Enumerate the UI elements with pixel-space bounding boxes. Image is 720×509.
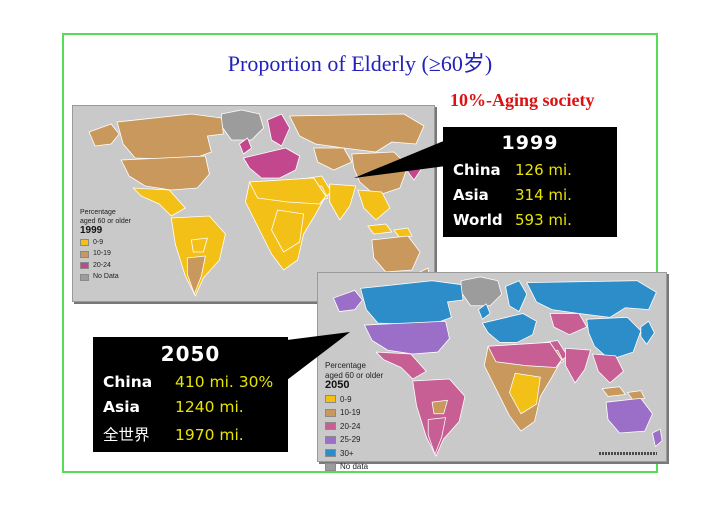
legend-label: 10-19	[340, 408, 361, 417]
region-se-asia	[592, 353, 624, 384]
legend-item: 10-19	[325, 408, 383, 418]
legend-label: 0-9	[340, 394, 352, 404]
callout-row-value: 1970 mi.	[175, 426, 244, 444]
legend-year: 1999	[80, 225, 103, 236]
callout-row: Asia 1240 mi.	[93, 398, 288, 416]
legend-label: 30+	[340, 448, 354, 458]
region-alaska	[88, 123, 120, 147]
callout-row: World 593 mi.	[443, 211, 617, 229]
callout-title: 1999	[501, 132, 559, 154]
region-greenland	[220, 109, 265, 141]
legend-swatch	[325, 435, 336, 444]
callout-row-label: World	[453, 211, 503, 229]
region-canada	[360, 280, 464, 326]
map-credit-text	[599, 452, 657, 455]
callout-pointer-2050	[287, 332, 350, 380]
legend-item: 25-29	[325, 435, 383, 445]
legend-swatch	[325, 462, 336, 471]
legend-label: No data	[340, 462, 369, 471]
callout-row: China 126 mi.	[443, 161, 617, 179]
legend-swatch	[80, 250, 89, 258]
region-mexico	[132, 187, 186, 217]
legend-label: 20-24	[340, 421, 361, 431]
legend-heading: Percentage	[80, 209, 116, 216]
legend-item: 0-9	[325, 395, 383, 405]
region-central-asia	[313, 147, 353, 171]
region-india	[329, 183, 357, 221]
legend-label: 25-29	[340, 435, 361, 444]
slide-border	[62, 33, 658, 473]
region-australia	[605, 397, 653, 434]
world-map-1999: Percentage aged 60 or older 1999 0-9 10-…	[72, 105, 435, 302]
legend-swatch	[325, 422, 336, 431]
region-indonesia	[601, 386, 626, 397]
legend-item: 20-24	[325, 422, 383, 432]
callout-pointer-1999	[354, 140, 446, 178]
legend-item: No data	[325, 462, 383, 472]
region-uk	[477, 303, 491, 320]
region-alaska	[332, 289, 363, 313]
legend-heading: Percentage	[325, 361, 366, 370]
legend-label: No Data	[93, 273, 119, 280]
region-canada	[116, 113, 224, 161]
region-japan	[640, 320, 655, 345]
legend-item: No Data	[80, 273, 131, 282]
region-australia	[371, 235, 421, 273]
region-europe	[242, 147, 301, 179]
callout-row-value: 314 mi.	[515, 186, 572, 204]
legend-swatch	[325, 408, 336, 417]
region-central-asia	[549, 313, 588, 336]
aging-society-label: 10%-Aging society	[450, 90, 595, 110]
region-se-asia	[357, 189, 391, 221]
legend-label: 20-24	[93, 261, 111, 269]
legend-item: 30+	[325, 449, 383, 459]
region-greenland	[460, 276, 503, 307]
callout-row-value: 1240 mi.	[175, 398, 244, 416]
legend-year: 2050	[325, 379, 350, 391]
callout-row-value: 593 mi.	[515, 211, 572, 229]
region-indonesia	[367, 223, 393, 235]
callout-row: 全世界 1970 mi.	[93, 423, 288, 445]
legend-item: 10-19	[80, 250, 131, 259]
slide-title: Proportion of Elderly (≥60岁)	[227, 51, 493, 76]
region-usa	[363, 320, 450, 355]
callout-row: Asia 314 mi.	[443, 186, 617, 204]
map-legend-1999: Percentage aged 60 or older 1999 0-9 10-…	[80, 209, 131, 282]
legend-swatch	[325, 449, 336, 458]
legend-heading: aged 60 or older	[325, 370, 384, 380]
callout-row: China 410 mi. 30%	[93, 373, 288, 391]
callout-row-label: Asia	[103, 398, 140, 416]
callout-row-label: China	[103, 373, 153, 391]
callout-1999: 1999 China 126 mi. Asia 314 mi. World 59…	[443, 127, 617, 237]
legend-swatch	[80, 273, 89, 281]
callout-row-label: China	[453, 161, 501, 179]
legend-label: 0-9	[93, 238, 104, 246]
legend-label: 10-19	[93, 250, 111, 257]
legend-item: 20-24	[80, 262, 131, 271]
region-mexico	[375, 351, 427, 380]
region-russia	[526, 280, 657, 318]
legend-swatch	[80, 262, 89, 270]
region-china	[586, 316, 642, 361]
callout-title: 2050	[160, 342, 221, 366]
callout-2050: 2050 China 410 mi. 30% Asia 1240 mi. 全世界…	[93, 337, 288, 452]
callout-row-value: 410 mi. 30%	[175, 373, 274, 391]
callout-row-label: Asia	[453, 186, 489, 204]
region-scandinavia	[267, 113, 291, 147]
legend-swatch	[325, 395, 336, 404]
callout-row-value: 126 mi.	[515, 161, 572, 179]
region-scandinavia	[505, 280, 528, 313]
world-map-2050: Percentage aged 60 or older 2050 0-9 10-…	[317, 272, 667, 471]
region-india	[564, 347, 592, 384]
legend-heading: aged 60 or older	[80, 217, 131, 225]
legend-swatch	[80, 239, 89, 247]
region-new-zealand	[651, 428, 663, 448]
region-europe	[481, 313, 537, 343]
region-usa	[120, 155, 210, 191]
legend-item: 0-9	[80, 239, 131, 248]
callout-row-label: 全世界	[103, 426, 150, 444]
map-legend-2050: Percentage aged 60 or older 2050 0-9 10-…	[325, 361, 383, 472]
